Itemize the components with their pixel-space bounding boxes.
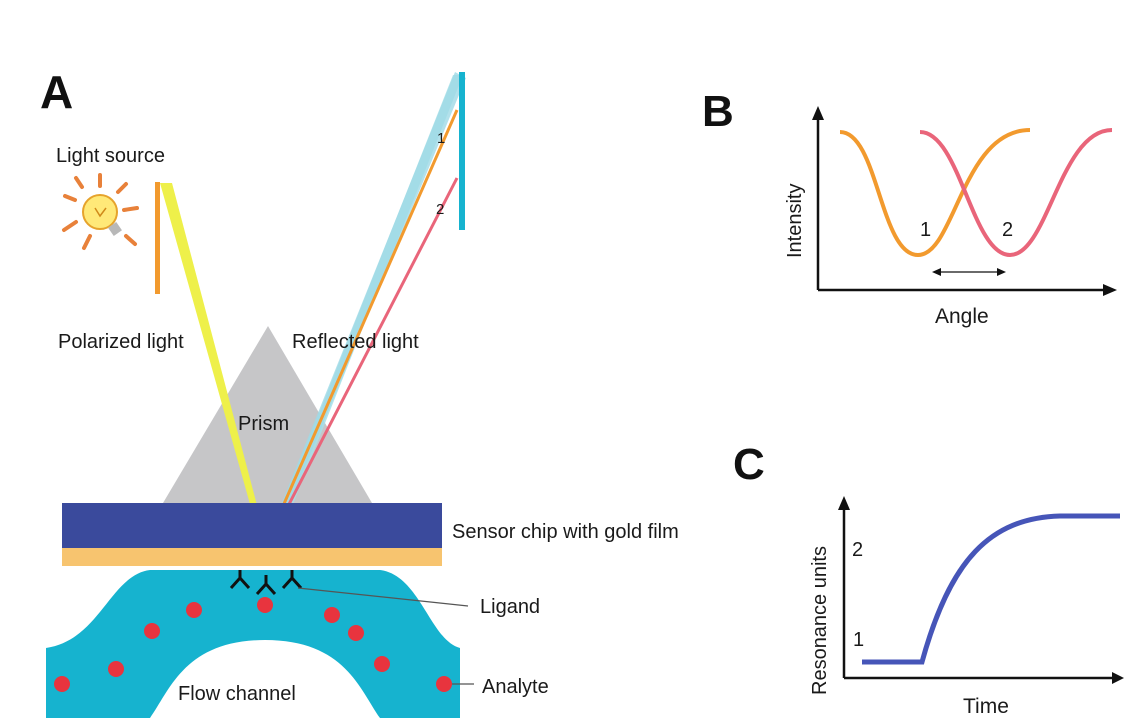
light-source-label: Light source: [56, 145, 165, 167]
ligand-icons: [229, 570, 303, 596]
dip-2-label: 2: [1002, 219, 1013, 241]
analyte-label: Analyte: [482, 676, 549, 698]
intensity-curve-2: [919, 128, 1113, 258]
reflected-light-label: Reflected light: [292, 331, 419, 353]
panel-a-letter: A: [40, 66, 73, 118]
angle-axis-label: Angle: [935, 305, 989, 328]
reflected-ray-1: [263, 109, 459, 548]
dip-1-label: 1: [920, 219, 931, 241]
panel-c-axes: [838, 496, 1124, 684]
angle-shift-arrow: [932, 268, 1006, 276]
detector-bar: [459, 72, 465, 230]
intensity-curve-1: [839, 128, 1031, 258]
intensity-axis-label: Intensity: [784, 184, 806, 258]
polarizer-bar: [155, 182, 160, 294]
polarized-light-beam: [160, 183, 268, 547]
detector-mark-1: 1: [437, 130, 445, 147]
ligand-label: Ligand: [480, 596, 540, 618]
ligand-pointer: [297, 587, 469, 607]
detector-mark-2: 2: [436, 201, 444, 218]
sensor-chip: [62, 503, 442, 548]
polarized-light-label: Polarized light: [58, 331, 184, 353]
light-bulb-icon: [62, 173, 139, 250]
panel-c-letter: C: [733, 440, 765, 489]
sensor-chip-label: Sensor chip with gold film: [452, 521, 679, 543]
prism: [163, 326, 372, 503]
level-2-label: 2: [852, 539, 863, 561]
prism-label: Prism: [238, 413, 289, 435]
flow-channel-label: Flow channel: [178, 683, 296, 705]
panel-b-letter: B: [702, 87, 734, 136]
analyte-dots: [54, 597, 452, 692]
resonance-axis-label: Resonance units: [809, 546, 831, 695]
reflected-ray-2: [265, 177, 459, 548]
resonance-curve: [862, 513, 1120, 665]
time-axis-label: Time: [963, 695, 1009, 718]
reflected-light-wide: [264, 72, 466, 547]
panel-b-axes: [812, 106, 1117, 296]
flow-channel: [46, 570, 460, 718]
gold-film: [62, 548, 442, 566]
level-1-label: 1: [853, 629, 864, 651]
